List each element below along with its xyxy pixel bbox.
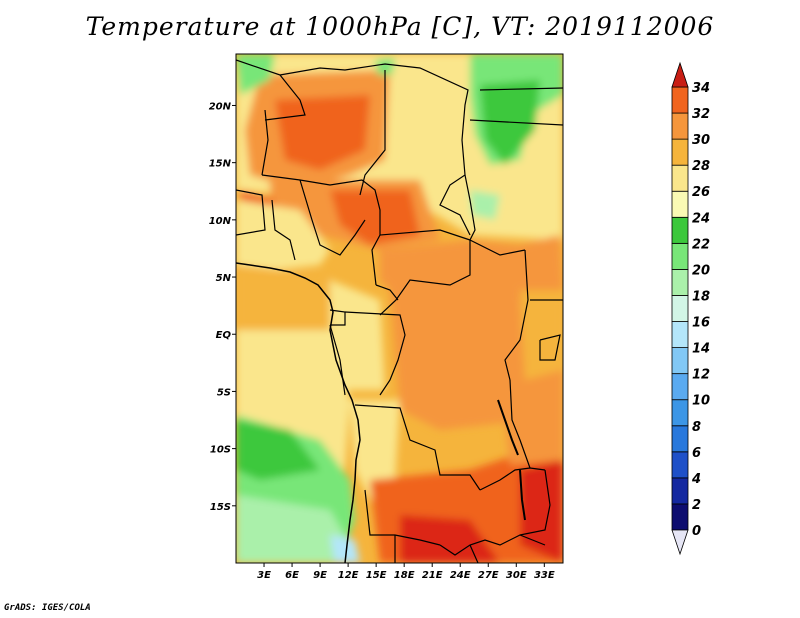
colorbar-segment [671, 216, 689, 244]
colorbar-segment [671, 295, 689, 322]
colorbar-level-label: 0 [692, 524, 701, 539]
lon-tick-label: 15E [366, 570, 387, 581]
credit-text: GrADS: IGES/COLA [4, 603, 91, 613]
cool-spot-central [375, 58, 395, 75]
colorbar-segment [671, 190, 689, 218]
hot-core-south [400, 515, 500, 563]
coastline [236, 262, 526, 563]
lon-tick-label: 9E [313, 570, 327, 581]
colorbar-segment [671, 477, 689, 505]
lat-tick-label: 20N [209, 101, 232, 112]
lat-tick-label: 5S [217, 387, 231, 398]
lon-tick-label: 33E [534, 570, 555, 581]
colorbar-level-label: 28 [692, 159, 710, 174]
atlantic-cool-core [236, 420, 320, 480]
map-title: Temperature at 1000hPa [C], VT: 20191120… [85, 12, 715, 41]
colorbar-segment [671, 503, 689, 531]
cold-water-south [330, 535, 360, 563]
colorbar-level-label: 20 [692, 263, 710, 278]
latitude-axis: 20N 15N 10N 5N EQ 5S 10S 15S [209, 101, 236, 513]
colorbar-level-label: 26 [692, 185, 710, 200]
colorbar-segment [671, 321, 689, 348]
colorbar-segment [671, 399, 689, 427]
colorbar-under-arrow [671, 529, 689, 556]
colorbar-segment [671, 373, 689, 401]
colorbar-level-label: 6 [692, 446, 701, 461]
warm-zone-se [500, 370, 563, 465]
lon-tick-label: 12E [338, 570, 359, 581]
cool-spot-sudan [470, 190, 500, 220]
colorbar-segment [671, 451, 689, 479]
south-atlantic-yellow [236, 330, 350, 470]
colorbar-level-label: 14 [692, 342, 710, 357]
gulf-of-guinea [236, 265, 330, 330]
colorbar-segment [671, 347, 689, 375]
colorbar-level-label: 24 [692, 211, 710, 226]
political-borders [236, 59, 563, 563]
lon-tick-label: 18E [394, 570, 415, 581]
colorbar-level-label: 8 [692, 420, 701, 435]
colorbar-level-label: 4 [691, 472, 701, 487]
lon-tick-label: 21E [422, 570, 443, 581]
lon-tick-label: 30E [506, 570, 527, 581]
colorbar-over-arrow [671, 61, 689, 88]
colorbar-segment [671, 138, 689, 166]
lon-tick-label: 3E [257, 570, 271, 581]
colorbar-segment [671, 164, 689, 192]
colorbar-level-label: 10 [692, 394, 710, 409]
angola-coast [350, 400, 400, 500]
hot-core-southeast [520, 460, 563, 563]
colorbar-level-label: 30 [692, 133, 710, 148]
lat-tick-label: 10S [210, 445, 231, 456]
colorbar-segment [671, 242, 689, 270]
lon-tick-label: 24E [450, 570, 471, 581]
map-frame [235, 53, 564, 564]
lon-tick-label: 6E [285, 570, 299, 581]
colorbar-level-label: 2 [692, 498, 701, 513]
temperature-field [236, 54, 563, 563]
colorbar-level-label: 34 [692, 81, 710, 96]
colorbar-segment [671, 86, 689, 114]
hot-core-north [275, 95, 370, 170]
longitude-axis: 3E 6E 9E 12E 15E 18E 21E 24E 27E 30E 33E [257, 563, 555, 581]
hot-core-chad [330, 190, 420, 245]
colorbar-level-label: 32 [692, 107, 710, 122]
lat-tick-label: 15S [210, 502, 231, 513]
cool-spot-nw [236, 54, 275, 95]
lon-tick-label: 27E [478, 570, 499, 581]
colorbar-segment [671, 269, 689, 296]
colorbar-level-label: 22 [692, 237, 710, 252]
colorbar-level-label: 12 [692, 368, 710, 383]
lat-tick-label: 5N [216, 273, 232, 284]
colorbar-segment [671, 425, 689, 453]
colorbar-level-label: 18 [692, 289, 710, 304]
lat-tick-label: 15N [209, 159, 232, 170]
colorbar-segment [671, 112, 689, 140]
colorbar-level-label: 16 [692, 316, 710, 331]
lat-tick-label: EQ [216, 330, 232, 341]
lat-tick-label: 10N [209, 216, 232, 227]
congo-basin [390, 290, 530, 430]
south-atlantic-light [236, 495, 350, 563]
